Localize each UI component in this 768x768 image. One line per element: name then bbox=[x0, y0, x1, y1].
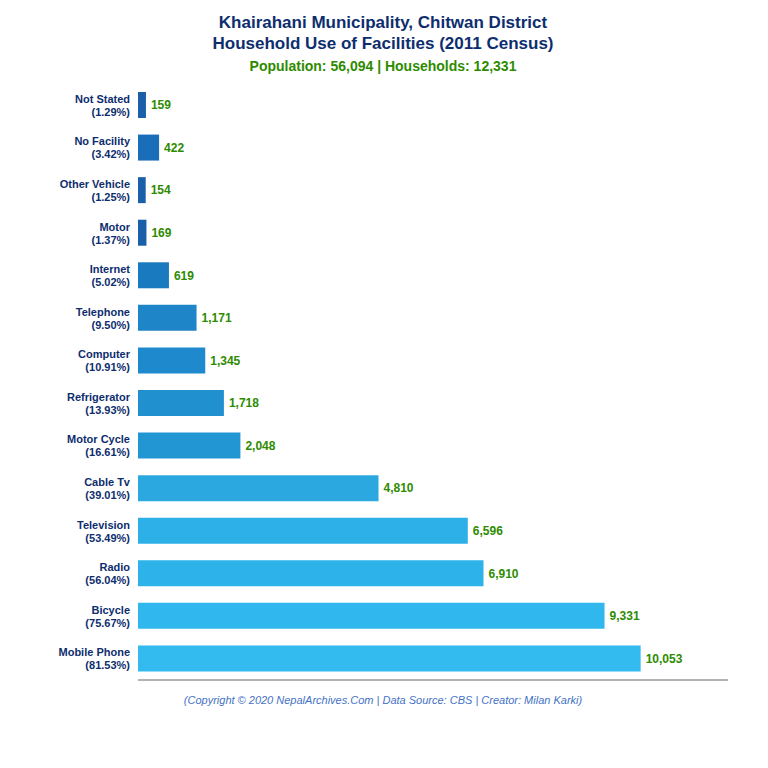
svg-text:Refrigerator(13.93%): Refrigerator(13.93%) bbox=[67, 391, 131, 416]
svg-text:10,053: 10,053 bbox=[646, 652, 683, 666]
svg-text:Radio(56.04%): Radio(56.04%) bbox=[85, 561, 130, 586]
svg-text:1,171: 1,171 bbox=[202, 311, 232, 325]
svg-text:Mobile Phone(81.53%): Mobile Phone(81.53%) bbox=[59, 646, 131, 671]
html-text:Khairahani Municipality, Chitw: Khairahani Municipality, Chitwan Distric… bbox=[218, 13, 548, 32]
svg-text:Bicycle(75.67%): Bicycle(75.67%) bbox=[85, 604, 130, 629]
svg-text:Internet(5.02%): Internet(5.02%) bbox=[90, 263, 131, 288]
svg-text:6,596: 6,596 bbox=[473, 524, 503, 538]
svg-text:Telephone(9.50%): Telephone(9.50%) bbox=[76, 306, 131, 331]
svg-text:154: 154 bbox=[151, 183, 171, 197]
svg-text:1,718: 1,718 bbox=[229, 396, 259, 410]
svg-text:159: 159 bbox=[151, 98, 171, 112]
svg-text:Motor(1.37%): Motor(1.37%) bbox=[91, 221, 130, 246]
svg-text:No Facility(3.42%): No Facility(3.42%) bbox=[74, 135, 131, 160]
svg-text:Cable Tv(39.01%): Cable Tv(39.01%) bbox=[84, 476, 131, 501]
svg-text:169: 169 bbox=[151, 226, 171, 240]
svg-text:Television(53.49%): Television(53.49%) bbox=[77, 519, 130, 544]
html-text:(Copyright © 2020 NepalArchive: (Copyright © 2020 NepalArchives.Com | Da… bbox=[183, 694, 583, 706]
html-text:Population: 56,094 | Household: Population: 56,094 | Households: 12,331 bbox=[249, 58, 517, 74]
svg-text:1,345: 1,345 bbox=[210, 354, 240, 368]
svg-text:Motor Cycle(16.61%): Motor Cycle(16.61%) bbox=[67, 433, 130, 458]
svg-text:Not Stated(1.29%): Not Stated(1.29%) bbox=[75, 93, 130, 118]
svg-text:422: 422 bbox=[164, 141, 184, 155]
svg-text:6,910: 6,910 bbox=[489, 567, 519, 581]
svg-text:2,048: 2,048 bbox=[245, 439, 275, 453]
svg-text:4,810: 4,810 bbox=[384, 481, 414, 495]
svg-text:619: 619 bbox=[174, 269, 194, 283]
html-text:Household Use of Facilities (2: Household Use of Facilities (2011 Census… bbox=[212, 34, 554, 53]
svg-text:9,331: 9,331 bbox=[610, 609, 640, 623]
svg-text:Computer(10.91%): Computer(10.91%) bbox=[78, 348, 131, 373]
svg-text:Other Vehicle(1.25%): Other Vehicle(1.25%) bbox=[60, 178, 131, 203]
